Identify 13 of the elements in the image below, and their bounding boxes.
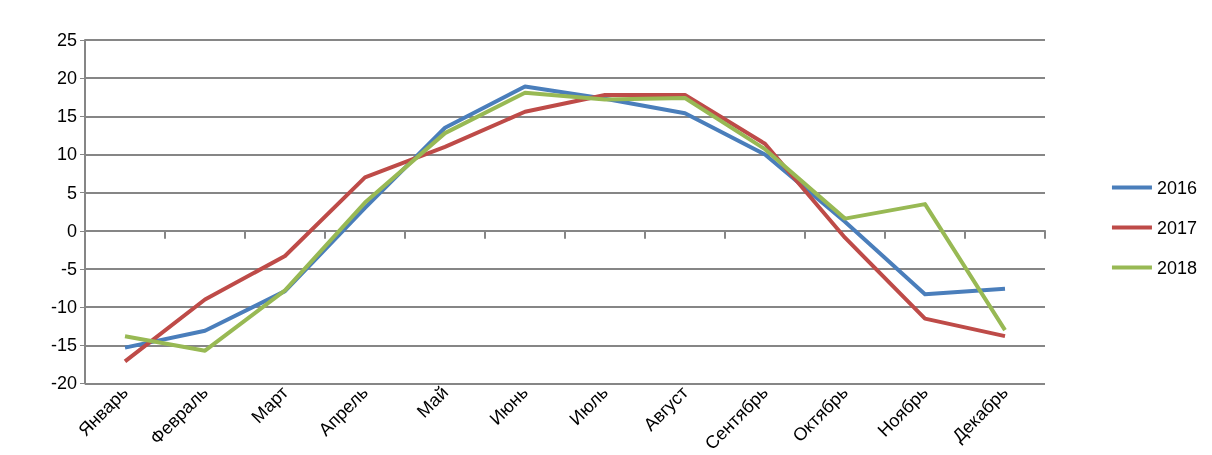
y-tick-label: 10 [56,144,77,165]
legend-label: 2017 [1156,217,1197,238]
y-tick-label: 25 [56,30,77,50]
legend-label: 2016 [1156,177,1197,198]
y-tick-label: -15 [50,335,77,356]
y-tick-label: 15 [56,106,77,127]
y-tick-label: -20 [50,373,77,394]
y-tick-label: -5 [60,259,77,279]
y-tick-label: 5 [66,182,77,203]
legend-label: 2018 [1156,257,1197,278]
y-tick-label: 0 [66,220,77,241]
y-tick-label: 20 [56,68,77,89]
y-tick-label: -10 [50,297,77,318]
